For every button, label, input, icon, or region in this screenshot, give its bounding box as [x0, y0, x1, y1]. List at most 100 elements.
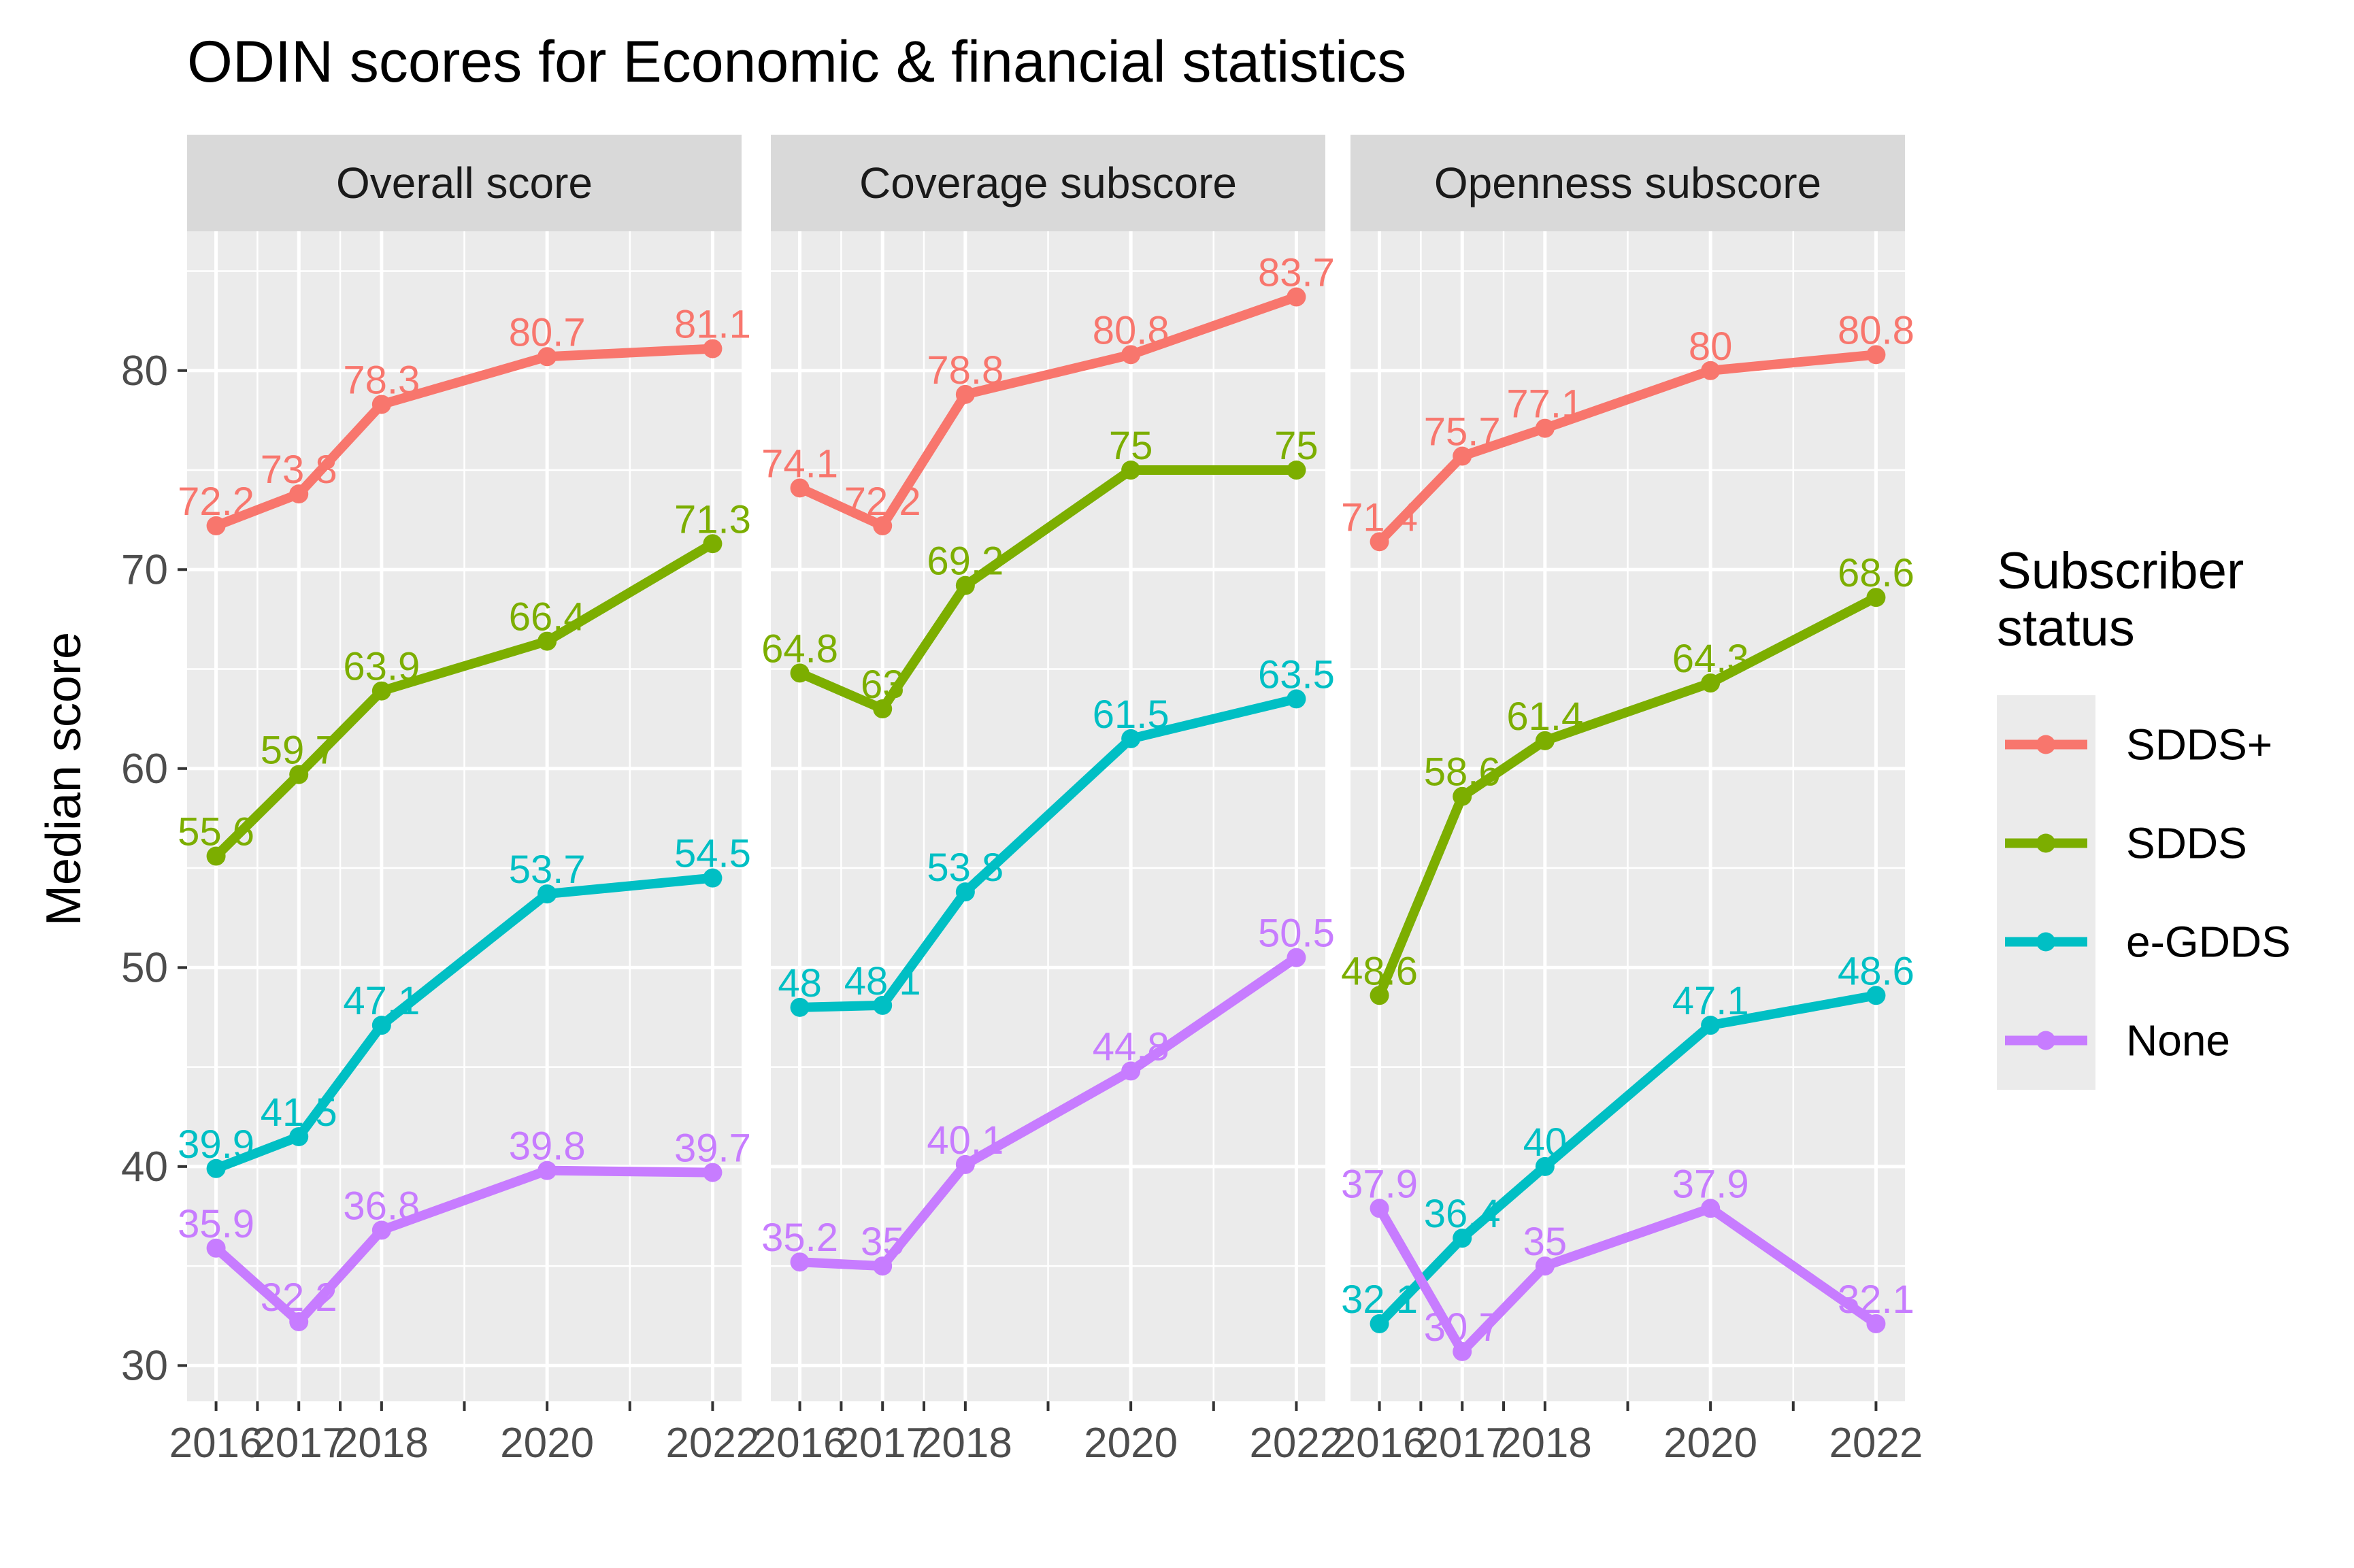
data-label-SDDS: 63.9 [343, 645, 420, 689]
series-group [790, 287, 1306, 1276]
y-tick-label: 40 [121, 1144, 168, 1190]
data-point-None [873, 1256, 893, 1276]
facet-strip-label: Coverage subscore [859, 159, 1237, 207]
data-label-SDDS+: 72.2 [178, 480, 254, 524]
facet-strip-label: Openness subscore [1434, 159, 1821, 207]
facet-strip [187, 135, 742, 231]
data-label-e-GDDS: 53.7 [509, 848, 586, 892]
data-label-None: 35.2 [761, 1216, 838, 1260]
data-point-e-GDDS [1287, 689, 1306, 709]
y-tick-label: 80 [121, 348, 168, 395]
data-point-SDDS [289, 765, 309, 784]
data-point-None [703, 1163, 723, 1182]
x-tick-label: 2016 [1333, 1420, 1427, 1467]
data-point-e-GDDS [873, 995, 893, 1015]
data-label-SDDS: 48.6 [1341, 949, 1418, 993]
legend-key-point-None [2036, 1031, 2055, 1050]
data-label-SDDS: 64.8 [761, 627, 838, 671]
data-point-SDDS+ [371, 395, 391, 414]
legend-key-point-SDDS+ [2036, 735, 2055, 754]
data-label-SDDS: 63 [861, 663, 905, 707]
data-point-None [790, 1252, 810, 1272]
data-label-e-GDDS: 54.5 [674, 832, 751, 876]
legend-key-point-SDDS [2036, 833, 2055, 853]
data-label-SDDS: 69.2 [927, 539, 1004, 584]
y-tick-label: 60 [121, 746, 168, 793]
data-label-SDDS: 59.7 [261, 729, 337, 773]
data-label-e-GDDS: 47.1 [1672, 979, 1749, 1023]
data-point-SDDS [873, 699, 893, 719]
data-label-None: 50.5 [1258, 912, 1335, 956]
data-label-None: 30.7 [1424, 1305, 1501, 1350]
data-label-SDDS: 75 [1109, 424, 1153, 468]
data-label-SDDS: 68.6 [1838, 551, 1914, 595]
data-point-SDDS+ [1453, 446, 1472, 466]
data-label-None: 32.2 [261, 1275, 337, 1320]
data-label-SDDS+: 83.7 [1258, 251, 1335, 295]
data-label-e-GDDS: 63.5 [1258, 652, 1335, 697]
x-tick-label: 2020 [500, 1420, 594, 1467]
data-label-SDDS+: 74.1 [761, 441, 838, 486]
data-point-e-GDDS [1866, 986, 1886, 1005]
chart-title: ODIN scores for Economic & financial sta… [187, 29, 1406, 95]
x-tick-label: 2020 [1084, 1420, 1178, 1467]
data-label-SDDS+: 80 [1689, 324, 1733, 369]
data-label-e-GDDS: 32.1 [1341, 1278, 1418, 1322]
legend-label-None: None [2126, 1016, 2230, 1065]
data-label-None: 32.1 [1838, 1278, 1914, 1322]
data-label-SDDS+: 80.7 [509, 310, 586, 354]
data-label-SDDS+: 73.8 [261, 448, 337, 492]
data-point-SDDS+ [1535, 418, 1555, 438]
data-point-SDDS+ [1701, 361, 1721, 380]
x-tick-label: 2016 [753, 1420, 847, 1467]
x-tick-label: 2018 [1498, 1420, 1592, 1467]
data-label-SDDS+: 77.1 [1506, 382, 1583, 427]
data-label-SDDS: 66.4 [509, 595, 586, 639]
data-point-None [537, 1161, 557, 1180]
y-axis-title: Median score [37, 632, 91, 926]
data-point-SDDS+ [537, 347, 557, 367]
data-label-e-GDDS: 40 [1523, 1120, 1568, 1165]
x-tick-label: 2022 [1829, 1420, 1923, 1467]
data-point-None [1121, 1061, 1141, 1081]
data-point-SDDS [537, 631, 557, 651]
data-point-e-GDDS [1535, 1156, 1555, 1176]
data-label-SDDS+: 72.2 [844, 480, 921, 524]
data-label-e-GDDS: 53.8 [927, 846, 1004, 890]
legend-title: status [1997, 599, 2135, 657]
data-point-SDDS+ [703, 339, 723, 358]
x-tick-label: 2017 [1415, 1420, 1509, 1467]
x-tick-label: 2022 [665, 1420, 759, 1467]
y-tick-label: 70 [121, 546, 168, 593]
data-label-SDDS: 75 [1274, 424, 1319, 468]
data-point-None [1287, 948, 1306, 967]
data-point-e-GDDS [1453, 1229, 1472, 1248]
x-tick-label: 2018 [918, 1420, 1012, 1467]
data-point-e-GDDS [1370, 1314, 1389, 1333]
x-tick-label: 2020 [1663, 1420, 1757, 1467]
series-group [206, 339, 723, 1331]
data-label-SDDS: 64.3 [1672, 637, 1749, 681]
data-point-e-GDDS [1701, 1016, 1721, 1035]
data-point-e-GDDS [537, 884, 557, 904]
data-point-SDDS+ [790, 478, 810, 498]
data-label-e-GDDS: 48.1 [844, 959, 921, 1003]
data-point-None [206, 1238, 226, 1258]
data-point-SDDS+ [1287, 287, 1306, 307]
data-point-SDDS [1701, 673, 1721, 693]
data-label-SDDS+: 78.3 [343, 358, 420, 402]
data-label-None: 35 [861, 1220, 905, 1264]
data-point-e-GDDS [371, 1016, 391, 1035]
data-point-SDDS+ [955, 384, 975, 404]
data-label-SDDS: 55.6 [178, 810, 254, 854]
y-tick-label: 50 [121, 944, 168, 991]
data-label-SDDS+: 78.8 [927, 348, 1004, 393]
data-label-SDDS+: 80.8 [1093, 308, 1170, 352]
data-label-SDDS+: 71.4 [1341, 495, 1418, 539]
data-point-SDDS [1535, 731, 1555, 750]
data-point-SDDS [1121, 461, 1141, 480]
